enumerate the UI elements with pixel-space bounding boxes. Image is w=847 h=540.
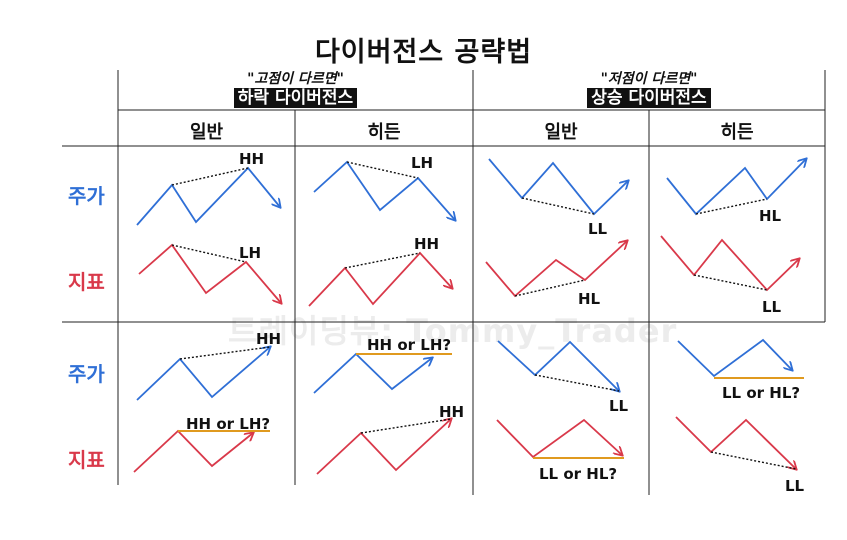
r2c1-price-label: HH [256, 330, 282, 348]
r1c1-indicator-label: LH [239, 244, 262, 262]
r2c1-indicator-line [133, 429, 270, 473]
watermark: 트레이딩뷰: Tommy_Trader [228, 312, 678, 350]
r1c3-price-line [488, 158, 628, 216]
bullish-label: 상승 다이버전스 [587, 88, 711, 108]
row-label-indicator-2: 지표 [68, 448, 105, 472]
r1c4-indicator-line [660, 235, 799, 292]
r2c4-indicator-line [675, 416, 796, 469]
r2c4-price-label: LL or HL? [722, 384, 801, 402]
r1c2-indicator-line [308, 251, 452, 307]
row-label-indicator-1: 지표 [68, 270, 105, 294]
r2c1-indicator-label: HH or LH? [186, 415, 271, 433]
r2c1-price-line [136, 347, 270, 401]
r1c4-price-label: HL [759, 207, 782, 225]
col-header-bear-hidden: 히든 [367, 122, 401, 143]
col-header-bull-hidden: 히든 [720, 122, 754, 143]
r1c2-indicator-label: HH [414, 235, 440, 253]
bearish-quote: "고점이 다르면" [247, 71, 344, 87]
r2c4-price-line [677, 338, 804, 379]
r1c4-indicator-label: LL [762, 298, 782, 316]
r1c3-indicator-line [485, 241, 627, 298]
bearish-header: 하락 다이버전스 [118, 86, 473, 110]
r2c3-price-label: LL [609, 397, 629, 415]
r1c1-price-line [136, 166, 280, 226]
r1c1-price-label: HH [239, 150, 265, 168]
page-title: 다이버전스 공략법 [314, 37, 533, 68]
bullish-header: 상승 다이버전스 [473, 86, 825, 110]
r2c2-indicator-label: HH [439, 403, 465, 421]
r1c2-price-line [313, 160, 455, 220]
r2c2-price-line [313, 352, 452, 394]
r1c2-price-label: LH [411, 154, 434, 172]
bearish-label: 하락 다이버전스 [233, 88, 358, 108]
r2c2-price-label: HH or LH? [367, 336, 452, 354]
r2c2-indicator-line [316, 419, 451, 475]
r1c3-indicator-label: HL [578, 290, 601, 308]
r1c4-price-line [666, 159, 806, 216]
r2c3-indicator-label: LL or HL? [539, 465, 618, 483]
row-label-price-2: 주가 [68, 362, 105, 386]
table-grid [62, 70, 826, 495]
col-header-bear-regular: 일반 [189, 122, 224, 143]
row-label-price-1: 주가 [68, 184, 105, 208]
r2c3-indicator-line [496, 418, 624, 459]
r1c3-price-label: LL [588, 220, 608, 238]
bullish-quote: "저점이 다르면" [600, 71, 698, 87]
r2c3-price-line [497, 340, 619, 391]
r2c4-indicator-label: LL [785, 477, 805, 495]
r1c1-indicator-line [138, 243, 281, 303]
col-header-bull-regular: 일반 [544, 122, 578, 143]
